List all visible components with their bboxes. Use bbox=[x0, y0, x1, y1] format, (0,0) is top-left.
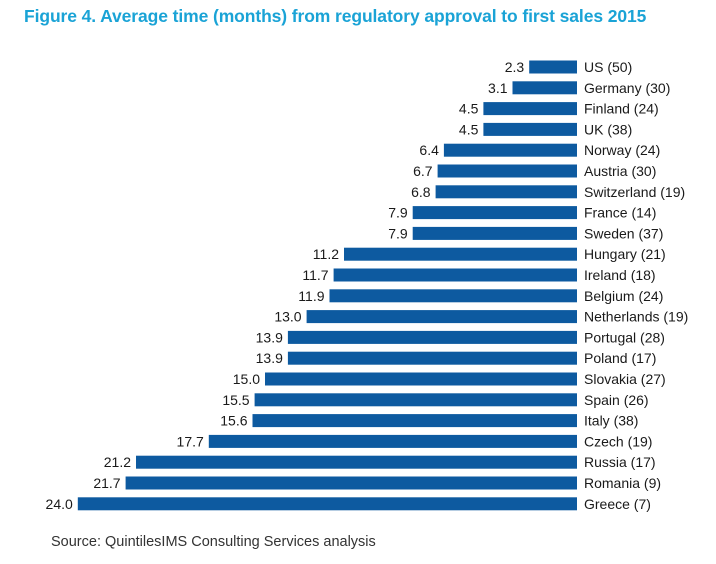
value-label-20: 21.7 bbox=[93, 475, 120, 491]
value-label-18: 17.7 bbox=[177, 433, 204, 449]
bar-20 bbox=[125, 476, 577, 490]
category-label-20: Romania (9) bbox=[584, 475, 661, 491]
bar-0 bbox=[529, 60, 577, 74]
bar-16 bbox=[254, 393, 577, 407]
bar-8 bbox=[412, 226, 577, 240]
value-label-14: 13.9 bbox=[256, 350, 283, 366]
category-label-17: Italy (38) bbox=[584, 413, 638, 429]
bar-6 bbox=[435, 185, 577, 199]
bar-11 bbox=[329, 289, 577, 303]
category-label-11: Belgium (24) bbox=[584, 288, 663, 304]
category-label-1: Germany (30) bbox=[584, 80, 670, 96]
bar-5 bbox=[437, 164, 577, 178]
category-label-15: Slovakia (27) bbox=[584, 371, 666, 387]
category-label-7: France (14) bbox=[584, 205, 656, 221]
category-label-19: Russia (17) bbox=[584, 454, 656, 470]
category-label-12: Netherlands (19) bbox=[584, 309, 688, 325]
value-label-10: 11.7 bbox=[302, 267, 328, 283]
category-label-10: Ireland (18) bbox=[584, 267, 656, 283]
value-label-4: 6.4 bbox=[419, 142, 439, 158]
value-label-3: 4.5 bbox=[459, 121, 479, 137]
category-label-6: Switzerland (19) bbox=[584, 184, 685, 200]
bar-21 bbox=[77, 497, 578, 511]
category-label-8: Sweden (37) bbox=[584, 225, 663, 241]
value-label-1: 3.1 bbox=[488, 80, 508, 96]
chart-title: Figure 4. Average time (months) from reg… bbox=[24, 6, 647, 26]
value-label-9: 11.2 bbox=[313, 246, 339, 262]
bar-17 bbox=[252, 414, 577, 428]
category-label-3: UK (38) bbox=[584, 121, 632, 137]
category-label-4: Norway (24) bbox=[584, 142, 660, 158]
bar-10 bbox=[333, 268, 577, 282]
category-label-0: US (50) bbox=[584, 59, 632, 75]
category-label-2: Finland (24) bbox=[584, 101, 659, 117]
category-label-14: Poland (17) bbox=[584, 350, 656, 366]
bar-12 bbox=[306, 310, 577, 324]
value-label-8: 7.9 bbox=[388, 225, 408, 241]
category-label-16: Spain (26) bbox=[584, 392, 649, 408]
bar-18 bbox=[208, 434, 578, 448]
bar-4 bbox=[443, 143, 577, 157]
bar-15 bbox=[265, 372, 577, 386]
value-label-5: 6.7 bbox=[413, 163, 433, 179]
category-label-13: Portugal (28) bbox=[584, 329, 665, 345]
value-label-19: 21.2 bbox=[104, 454, 131, 470]
bar-19 bbox=[136, 455, 577, 469]
bar-13 bbox=[287, 330, 577, 344]
value-label-13: 13.9 bbox=[256, 329, 283, 345]
value-label-7: 7.9 bbox=[388, 205, 408, 221]
bar-2 bbox=[483, 102, 577, 116]
category-label-5: Austria (30) bbox=[584, 163, 656, 179]
value-label-16: 15.5 bbox=[222, 392, 249, 408]
category-label-21: Greece (7) bbox=[584, 496, 651, 512]
bar-7 bbox=[412, 206, 577, 220]
value-label-2: 4.5 bbox=[459, 101, 479, 117]
value-label-15: 15.0 bbox=[233, 371, 260, 387]
value-label-11: 11.9 bbox=[298, 288, 324, 304]
bar-14 bbox=[287, 351, 577, 365]
bar-9 bbox=[344, 247, 577, 261]
chart-source: Source: QuintilesIMS Consulting Services… bbox=[51, 534, 376, 550]
category-label-18: Czech (19) bbox=[584, 433, 652, 449]
value-label-6: 6.8 bbox=[411, 184, 431, 200]
bar-1 bbox=[512, 81, 577, 95]
category-label-9: Hungary (21) bbox=[584, 246, 666, 262]
value-label-17: 15.6 bbox=[220, 413, 247, 429]
value-label-0: 2.3 bbox=[505, 59, 525, 75]
value-label-21: 24.0 bbox=[46, 496, 73, 512]
bar-3 bbox=[483, 122, 577, 136]
value-label-12: 13.0 bbox=[274, 309, 301, 325]
